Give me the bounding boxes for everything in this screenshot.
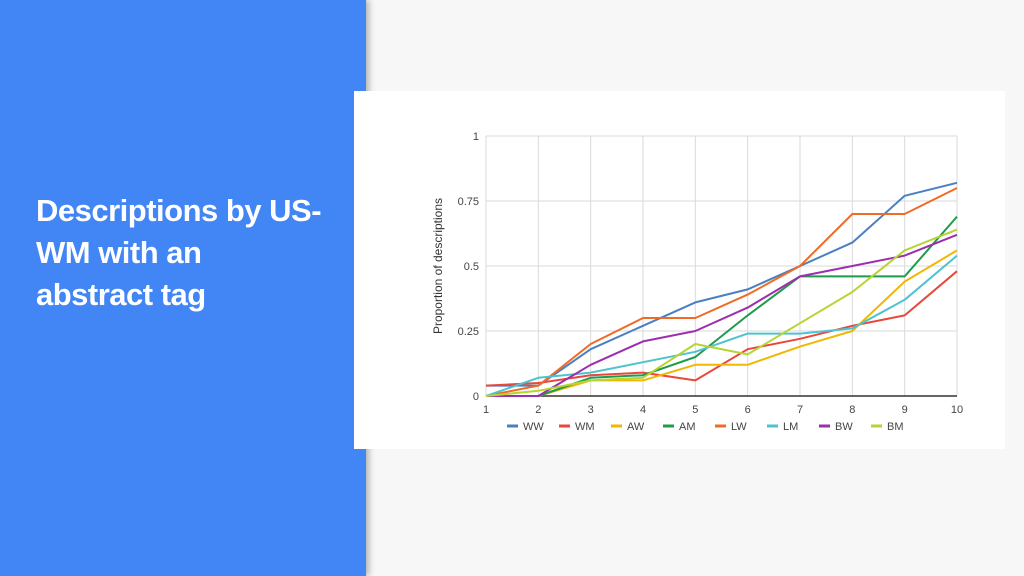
y-tick-label: 0.5 (464, 261, 479, 273)
y-tick-label: 0.25 (458, 326, 479, 338)
legend-label-aw: AW (627, 421, 645, 433)
legend-label-bm: BM (887, 421, 904, 433)
x-tick-label: 6 (745, 404, 751, 416)
series-line-am (486, 215, 958, 397)
x-tick-label: 7 (797, 404, 803, 416)
y-tick-label: 1 (473, 131, 479, 143)
series-line-bw (486, 233, 958, 397)
x-tick-label: 2 (535, 404, 541, 416)
x-tick-label: 8 (849, 404, 855, 416)
x-tick-label: 9 (902, 404, 908, 416)
series-lines (485, 181, 958, 397)
chart-card: 0 0.25 0.5 0.75 1 1 2 3 4 5 6 7 8 9 10 Proportion of d… (354, 91, 1005, 449)
x-tick-label: 3 (588, 404, 594, 416)
legend-label-am: AM (679, 421, 696, 433)
slide-title: Descriptions by US- WM with an abstract … (36, 193, 322, 312)
y-axis-label: Proportion of descriptions (431, 198, 445, 334)
legend-label-bw: BW (835, 421, 853, 433)
series-line-lw (485, 187, 958, 397)
series-line-lm (485, 254, 958, 397)
x-tick-label: 1 (483, 404, 489, 416)
legend-label-wm: WM (575, 421, 595, 433)
legend-label-lm: LM (783, 421, 798, 433)
series-line-ww (486, 181, 958, 387)
tick-labels: 0 0.25 0.5 0.75 1 1 2 3 4 5 6 7 8 9 10 (458, 131, 964, 416)
line-chart: 0 0.25 0.5 0.75 1 1 2 3 4 5 6 7 8 9 10 Proportion of d… (431, 131, 964, 433)
series-line-aw (486, 249, 958, 397)
x-tick-label: 4 (640, 404, 646, 416)
legend-label-lw: LW (731, 421, 747, 433)
legend: WW WM AW AM LW LM BW BM (507, 421, 904, 433)
x-tick-label: 5 (692, 404, 698, 416)
y-tick-label: 0.75 (458, 196, 479, 208)
legend-label-ww: WW (523, 421, 544, 433)
series-line-wm (485, 270, 958, 387)
title-panel: Descriptions by US- WM with an abstract … (0, 0, 366, 576)
x-tick-label: 10 (951, 404, 963, 416)
series-line-bm (485, 228, 958, 397)
y-tick-label: 0 (473, 391, 479, 403)
